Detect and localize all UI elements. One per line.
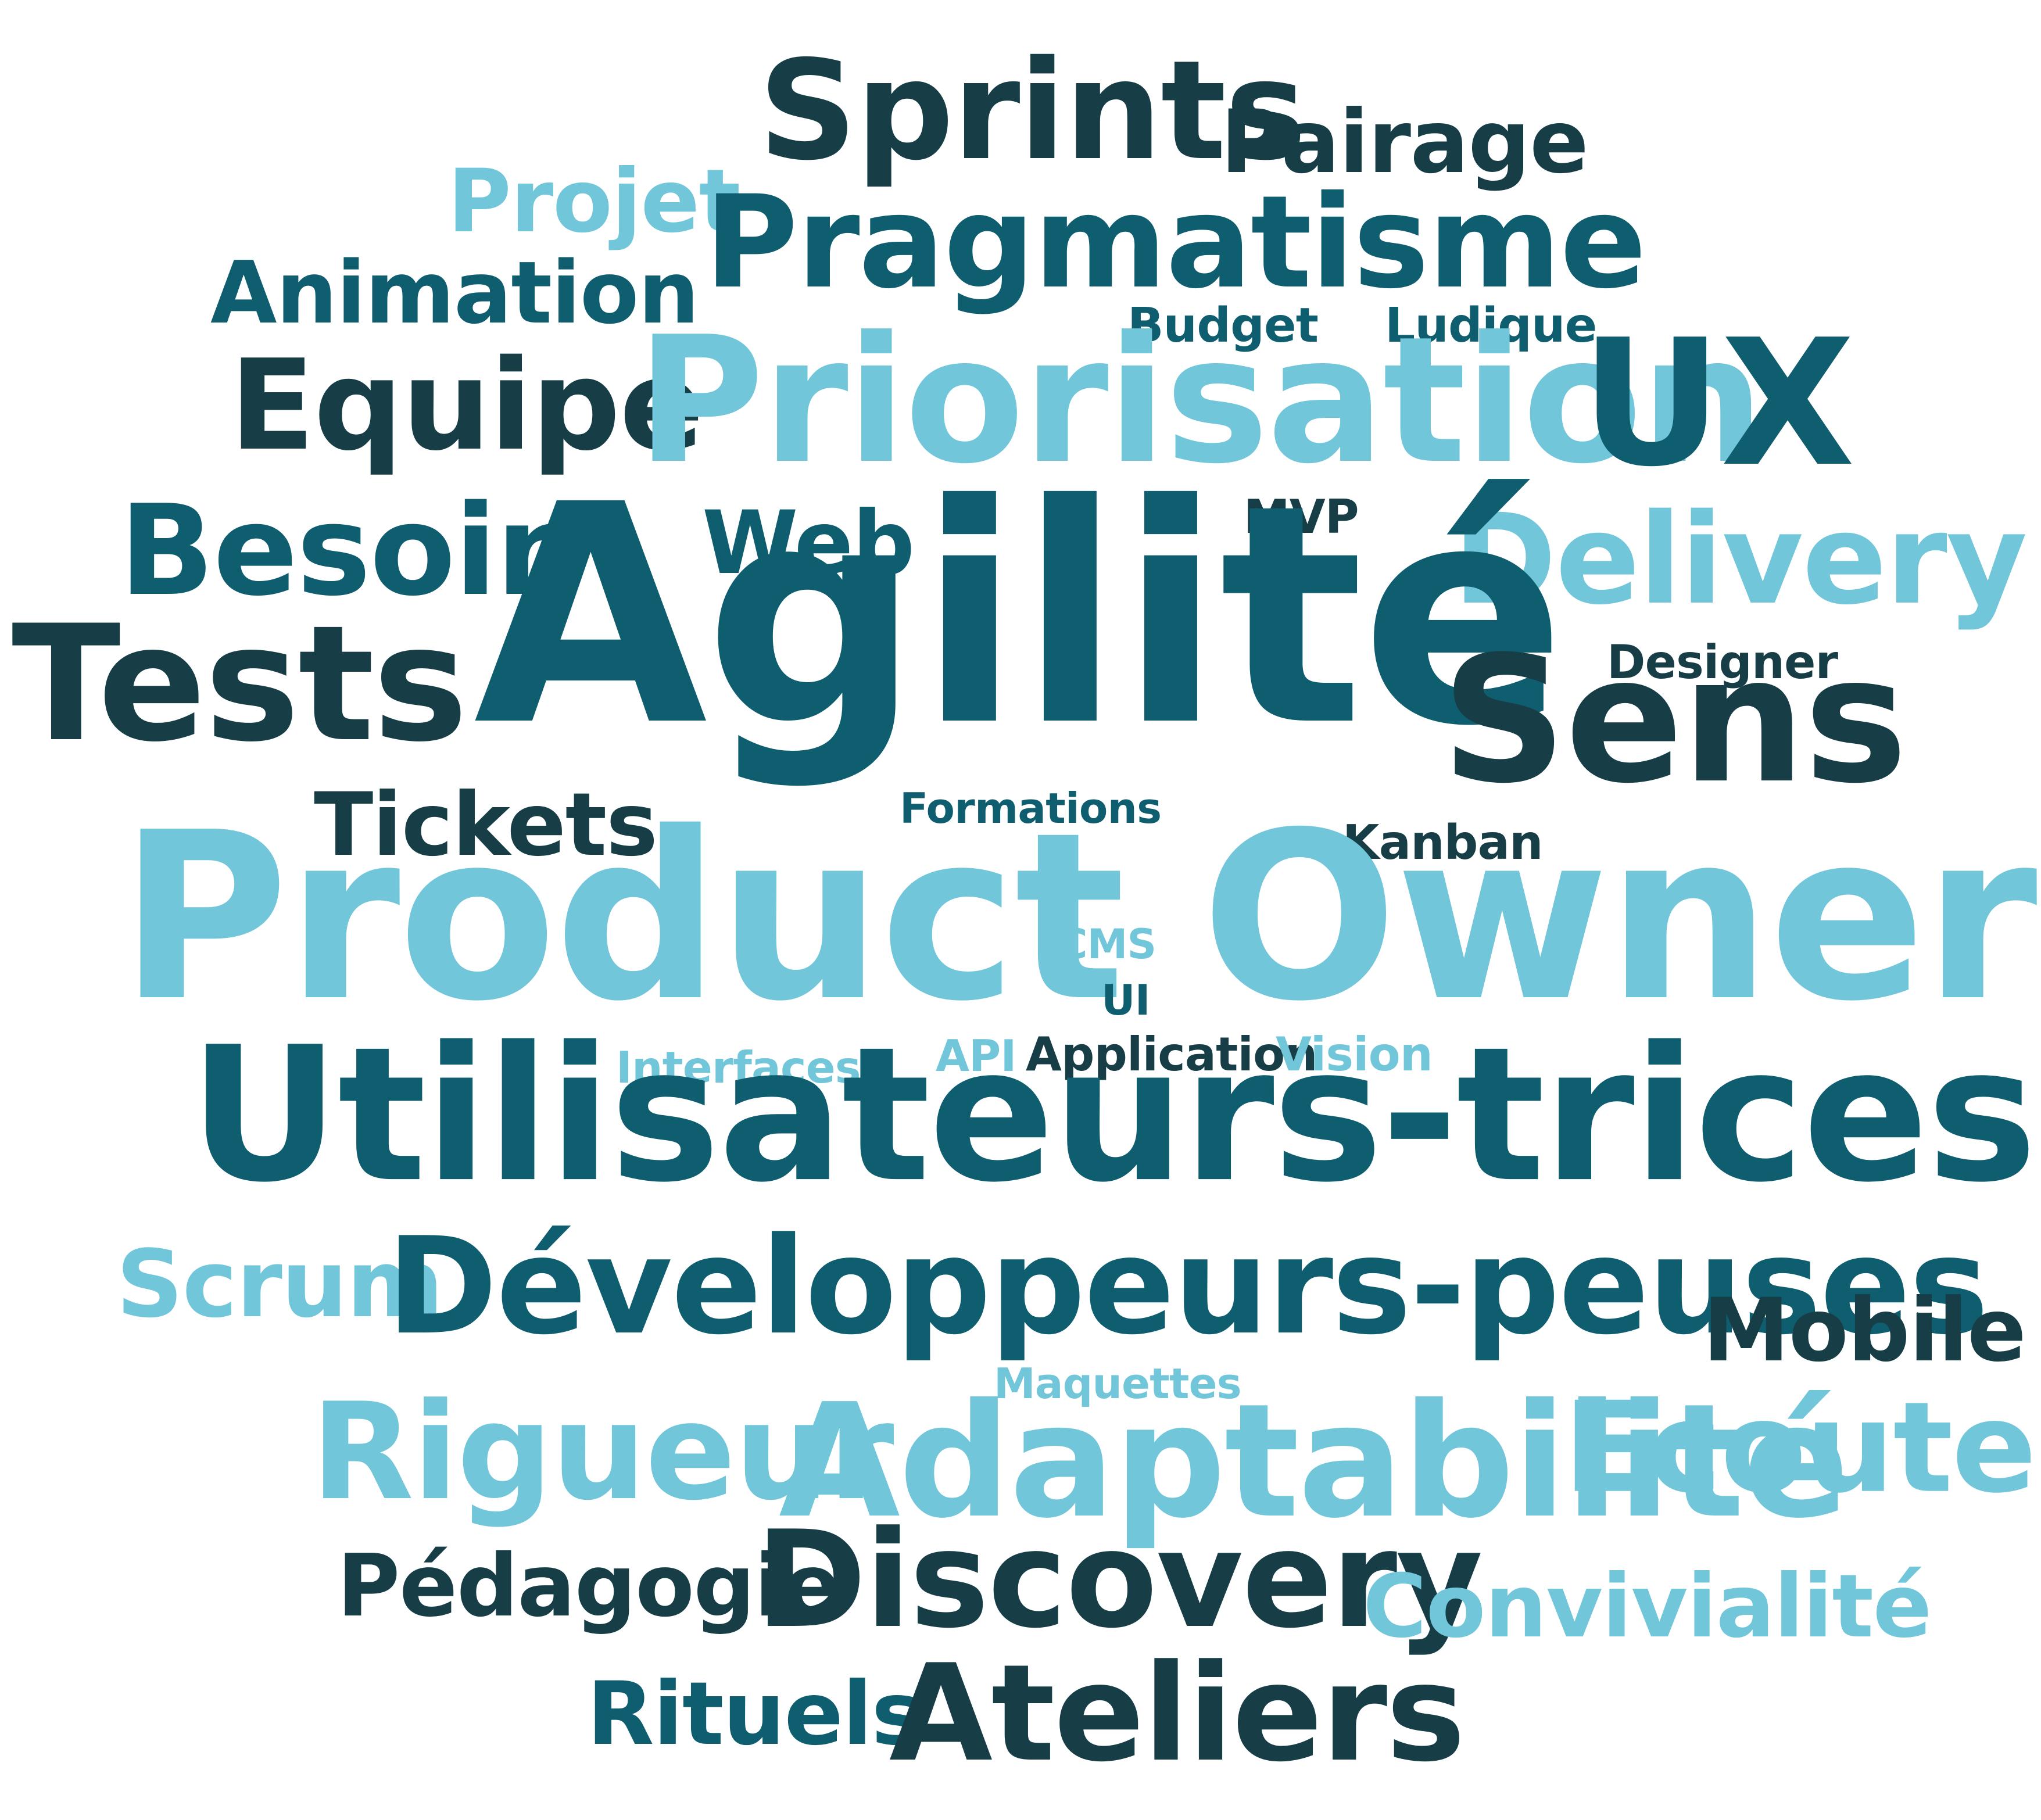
word-sens: Sens: [1441, 619, 1908, 822]
word-budget: Budget: [1127, 298, 1319, 353]
word-api: API: [936, 1030, 1016, 1081]
word-rituels: Rituels: [587, 1664, 923, 1765]
word-priorisation: Priorisation: [636, 299, 1764, 502]
word-sprints: Sprints: [758, 31, 1306, 191]
word-interfaces: Interfaces: [616, 1042, 861, 1093]
word-delivery: Delivery: [1453, 486, 2028, 632]
word-mobile: Mobile: [1703, 1280, 2026, 1381]
word-pedagogie: Pédagogie: [337, 1536, 841, 1636]
word-maquettes: Maquettes: [994, 1359, 1242, 1408]
word-kanban: Kanban: [1342, 815, 1544, 870]
word-ecoute: Ecoute: [1563, 1375, 2036, 1521]
word-equipe: Equipe: [230, 332, 704, 478]
word-tickets: Tickets: [314, 775, 658, 876]
word-formations: Formations: [900, 784, 1162, 833]
word-ateliers: Ateliers: [889, 1636, 1466, 1792]
word-utilisateurs-trices: Utilisateurs-trices: [189, 1007, 2037, 1223]
word-tests: Tests: [12, 591, 468, 777]
word-designer: Designer: [1607, 635, 1838, 689]
word-application: Application: [1026, 1027, 1317, 1081]
word-vision: Vision: [1276, 1027, 1433, 1081]
word-projet: Projet: [447, 151, 740, 252]
word-ui: UI: [1101, 976, 1151, 1024]
word-adaptabilite: Adaptabilité: [779, 1370, 1849, 1553]
word-mvp: MVP: [1244, 490, 1359, 544]
word-discovery: Discovery: [755, 1503, 1483, 1658]
word-product-owner: Product Owner: [119, 782, 2038, 1052]
word-web: Web: [702, 493, 915, 594]
word-ux: UX: [1581, 302, 1855, 505]
word-pragmatisme: Pragmatisme: [704, 168, 1646, 317]
word-cms: CMS: [1058, 920, 1156, 968]
word-ludique: Ludique: [1385, 298, 1597, 353]
word-besoin: Besoin: [119, 478, 585, 624]
word-agilite: Agilité: [474, 440, 1566, 792]
word-rigueur: Rigueur: [311, 1375, 894, 1530]
word-animation: Animation: [210, 243, 699, 343]
word-developpeurs-peuses: Développeurs-peuses: [386, 1209, 1989, 1364]
word-convivialite: Convivialité: [1363, 1556, 1932, 1657]
word-pairage: Pairage: [1220, 92, 1589, 193]
word-scrum: Scrum: [116, 1230, 443, 1338]
